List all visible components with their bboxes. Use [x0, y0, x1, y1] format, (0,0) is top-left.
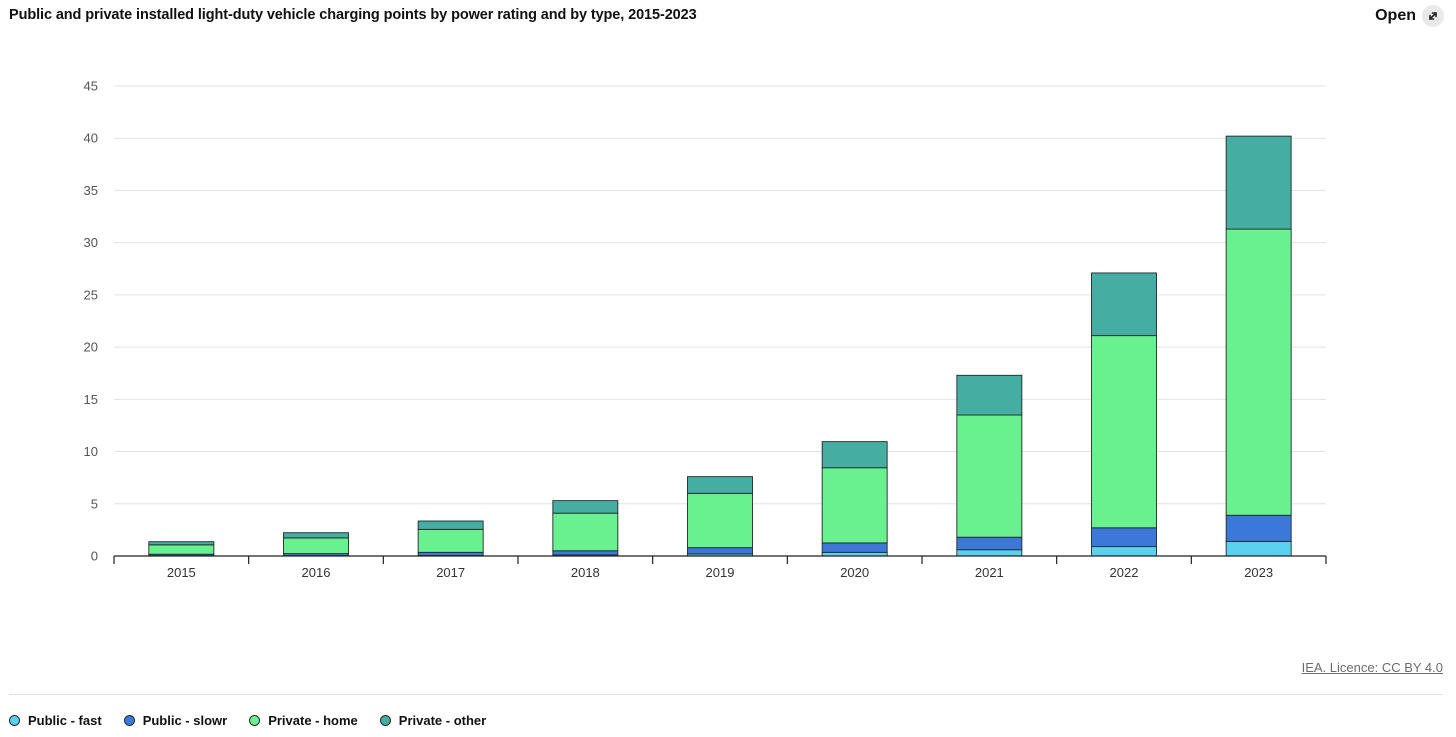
y-tick-label: 45: [84, 79, 98, 94]
legend-item[interactable]: Private - home: [249, 713, 358, 728]
x-tick-label: 2023: [1244, 565, 1273, 580]
x-tick-label: 2021: [975, 565, 1004, 580]
bar-segment[interactable]: [283, 537, 349, 555]
legend-label: Private - home: [268, 713, 358, 728]
x-tick-label: 2018: [571, 565, 600, 580]
legend-item[interactable]: Public - fast: [9, 713, 102, 728]
bar-segment[interactable]: [956, 374, 1023, 416]
bar-segment[interactable]: [417, 528, 484, 553]
legend-swatch: [379, 715, 391, 726]
y-tick-label: 0: [91, 549, 98, 564]
bar-segment[interactable]: [687, 476, 753, 494]
y-tick-label: 40: [84, 131, 98, 146]
y-tick-label: 10: [84, 444, 98, 459]
y-tick-label: 30: [84, 235, 98, 250]
licence-link[interactable]: IEA. Licence: CC BY 4.0: [1301, 660, 1443, 675]
x-tick-label: 2019: [706, 565, 735, 580]
bar-segment[interactable]: [687, 492, 753, 549]
chart-title: Public and private installed light-duty …: [9, 7, 697, 23]
bar-segment[interactable]: [552, 500, 619, 514]
expand-icon[interactable]: [1422, 5, 1444, 27]
legend: Public - fast Public - slowr Private - hom…: [9, 713, 508, 728]
tick-labels: 0 5 10 15 20 25 30 35 40 45 2015 2016 2017 2018 2019 20…: [84, 79, 1274, 581]
y-tick-label: 25: [84, 287, 98, 302]
bar-segment[interactable]: [417, 551, 484, 556]
x-tick-label: 2017: [436, 565, 465, 580]
y-tick-label: 15: [84, 392, 98, 407]
bar-segment[interactable]: [1091, 335, 1157, 529]
divider: [9, 694, 1443, 695]
bar-segment[interactable]: [552, 512, 619, 552]
legend-swatch: [9, 715, 20, 726]
bar-segment[interactable]: [1091, 527, 1157, 548]
bar-segment[interactable]: [1225, 135, 1292, 230]
bars: [148, 135, 1292, 557]
chart-plot: 0 5 10 15 20 25 30 35 40 45 2015 2016 2017 2018 2019 20…: [84, 79, 1327, 581]
legend-swatch: [123, 715, 135, 726]
bar-segment[interactable]: [148, 541, 215, 546]
bar-segment[interactable]: [956, 414, 1023, 538]
bar-segment[interactable]: [552, 550, 619, 556]
bar-segment[interactable]: [1091, 546, 1157, 557]
x-axis: [113, 555, 1327, 564]
y-tick-label: 20: [84, 340, 98, 355]
bar-segment[interactable]: [1225, 514, 1292, 542]
legend-item[interactable]: Private - other: [379, 713, 487, 728]
open-label: Open: [1375, 7, 1416, 24]
bar-segment[interactable]: [956, 536, 1023, 551]
legend-label: Public - slowr: [142, 713, 228, 728]
legend-swatch: [249, 715, 261, 726]
bar-segment[interactable]: [1225, 540, 1292, 557]
bar-segment[interactable]: [821, 542, 888, 553]
bar-segment[interactable]: [1225, 228, 1292, 516]
legend-label: Private - other: [398, 713, 487, 728]
x-tick-label: 2016: [302, 565, 331, 580]
bar-segment[interactable]: [1091, 272, 1157, 337]
bar-segment[interactable]: [417, 520, 484, 530]
x-tick-label: 2022: [1110, 565, 1139, 580]
bar-segment[interactable]: [821, 467, 888, 544]
y-tick-label: 35: [84, 183, 98, 198]
x-tick-label: 2015: [167, 565, 196, 580]
bar-segment[interactable]: [283, 532, 349, 539]
y-tick-label: 5: [91, 496, 98, 511]
legend-item[interactable]: Public - slowr: [123, 713, 228, 728]
bar-segment[interactable]: [687, 547, 753, 555]
open-button[interactable]: Open: [1375, 5, 1444, 27]
x-tick-label: 2020: [840, 565, 869, 580]
legend-label: Public - fast: [28, 713, 102, 728]
bar-segment[interactable]: [956, 549, 1023, 557]
bar-segment[interactable]: [148, 544, 215, 555]
bar-segment[interactable]: [821, 441, 888, 469]
